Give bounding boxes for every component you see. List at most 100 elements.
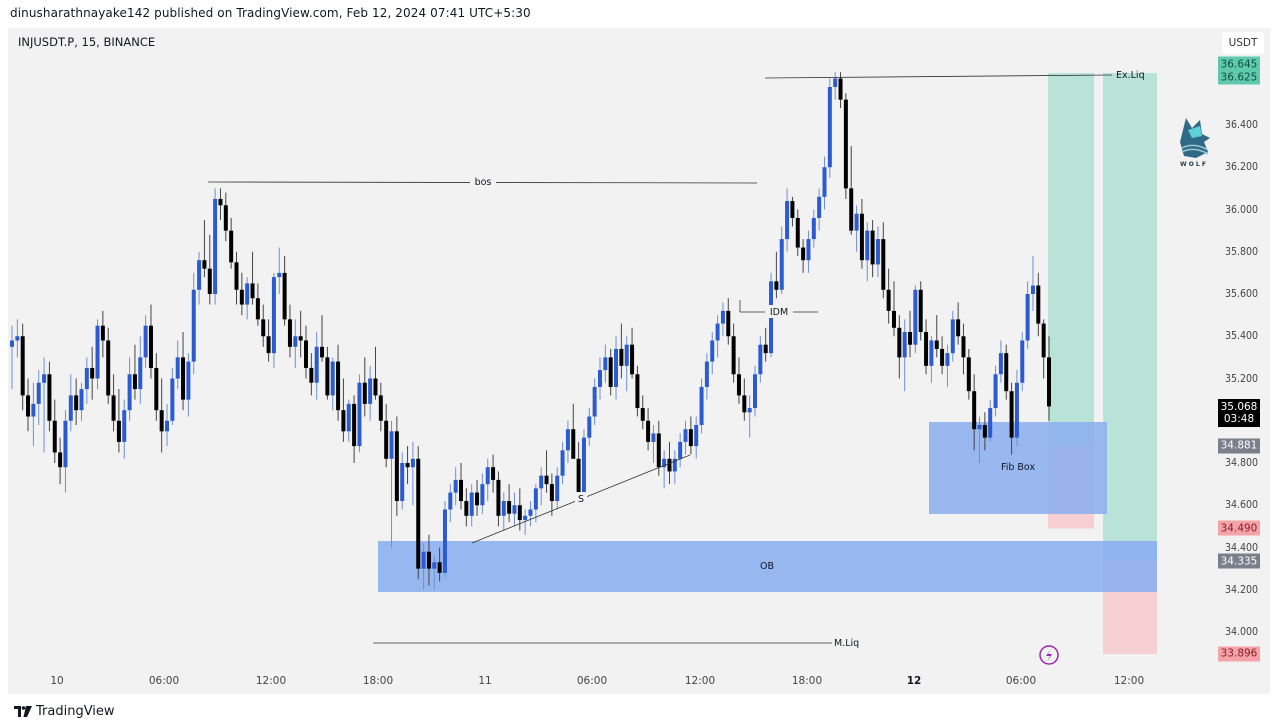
candle-body[interactable] (934, 340, 939, 349)
candle-body[interactable] (389, 431, 394, 459)
candle-body[interactable] (838, 78, 843, 100)
candle-body[interactable] (245, 283, 250, 305)
candle-body[interactable] (100, 325, 105, 341)
candle-body[interactable] (736, 374, 741, 396)
candle-body[interactable] (972, 391, 977, 430)
candle-body[interactable] (464, 501, 469, 516)
candle-body[interactable] (918, 289, 923, 333)
candle-body[interactable] (651, 433, 656, 442)
candle-body[interactable] (143, 325, 148, 358)
symbol-title[interactable]: INJUSDT.P, 15, BINANCE (18, 35, 156, 49)
candle-body[interactable] (956, 319, 961, 337)
candle-body[interactable] (421, 551, 426, 569)
candle-body[interactable] (485, 467, 490, 485)
candle-body[interactable] (667, 458, 672, 472)
candle-body[interactable] (341, 410, 346, 432)
candle-body[interactable] (646, 420, 651, 442)
candle-body[interactable] (678, 441, 683, 459)
candle-body[interactable] (309, 367, 314, 383)
candle-body[interactable] (138, 357, 143, 390)
candle-body[interactable] (352, 403, 357, 447)
candle-body[interactable] (42, 374, 47, 383)
candle-body[interactable] (833, 78, 838, 87)
candle-body[interactable] (507, 501, 512, 514)
candle-body[interactable] (763, 344, 768, 354)
candle-body[interactable] (827, 86, 832, 168)
candle-body[interactable] (635, 374, 640, 409)
candle-body[interactable] (603, 357, 608, 371)
candle-body[interactable] (977, 424, 982, 430)
tradingview-footer[interactable]: TradingView (14, 704, 115, 719)
candle-body[interactable] (426, 551, 431, 569)
candle-body[interactable] (630, 344, 635, 375)
candle-body[interactable] (1020, 340, 1025, 383)
candle-body[interactable] (688, 429, 693, 447)
candle-body[interactable] (336, 361, 341, 411)
candle-body[interactable] (282, 272, 287, 320)
candle-body[interactable] (15, 336, 20, 341)
candle-body[interactable] (683, 429, 688, 442)
candle-body[interactable] (437, 562, 442, 573)
candle-body[interactable] (758, 344, 763, 375)
candle-body[interactable] (218, 198, 223, 206)
candle-body[interactable] (501, 501, 506, 516)
candle-body[interactable] (26, 395, 31, 417)
candle-body[interactable] (170, 378, 175, 421)
candle-body[interactable] (127, 374, 132, 411)
candle-body[interactable] (368, 378, 373, 404)
candle-body[interactable] (475, 492, 480, 506)
candle-body[interactable] (400, 463, 405, 502)
candle-body[interactable] (159, 410, 164, 432)
candle-body[interactable] (148, 325, 153, 368)
candle-body[interactable] (223, 205, 228, 231)
candle-body[interactable] (608, 357, 613, 387)
candle-body[interactable] (817, 196, 822, 218)
candle-body[interactable] (384, 420, 389, 459)
candle-body[interactable] (1009, 391, 1014, 438)
candle-body[interactable] (624, 344, 629, 366)
candle-body[interactable] (191, 289, 196, 362)
candle-body[interactable] (576, 458, 581, 493)
candle-body[interactable] (982, 424, 987, 438)
candle-body[interactable] (63, 420, 68, 468)
candle-body[interactable] (710, 340, 715, 362)
currency-button[interactable]: USDT (1222, 32, 1264, 54)
candle-body[interactable] (90, 367, 95, 379)
candle-body[interactable] (74, 395, 79, 411)
candle-body[interactable] (571, 429, 576, 459)
candle-body[interactable] (720, 310, 725, 324)
candle-body[interactable] (197, 260, 202, 290)
candle-body[interactable] (998, 353, 1003, 375)
order-block-zone[interactable] (378, 541, 1157, 592)
candle-body[interactable] (785, 201, 790, 240)
candle-body[interactable] (1041, 323, 1046, 358)
candle-body[interactable] (859, 213, 864, 261)
candle-body[interactable] (881, 239, 886, 290)
candle-body[interactable] (1030, 285, 1035, 294)
candle-body[interactable] (448, 492, 453, 510)
candle-body[interactable] (533, 488, 538, 510)
candle-body[interactable] (132, 374, 137, 390)
candle-body[interactable] (549, 484, 554, 502)
candle-body[interactable] (298, 336, 303, 341)
candle-body[interactable] (924, 332, 929, 366)
candle-body[interactable] (597, 370, 602, 387)
candle-body[interactable] (330, 361, 335, 396)
candle-body[interactable] (694, 424, 699, 447)
candle-body[interactable] (287, 319, 292, 347)
candle-body[interactable] (229, 230, 234, 263)
candle-body[interactable] (320, 346, 325, 358)
candle-body[interactable] (993, 374, 998, 409)
candle-body[interactable] (699, 386, 704, 425)
candle-body[interactable] (731, 336, 736, 375)
candle-body[interactable] (261, 319, 266, 337)
candle-body[interactable] (742, 395, 747, 413)
candle-body[interactable] (747, 408, 752, 413)
candle-body[interactable] (250, 283, 255, 299)
candle-body[interactable] (902, 332, 907, 358)
candle-body[interactable] (491, 467, 496, 480)
candle-body[interactable] (822, 167, 827, 197)
candle-body[interactable] (940, 348, 945, 366)
candle-body[interactable] (410, 458, 415, 468)
candle-body[interactable] (68, 395, 73, 421)
